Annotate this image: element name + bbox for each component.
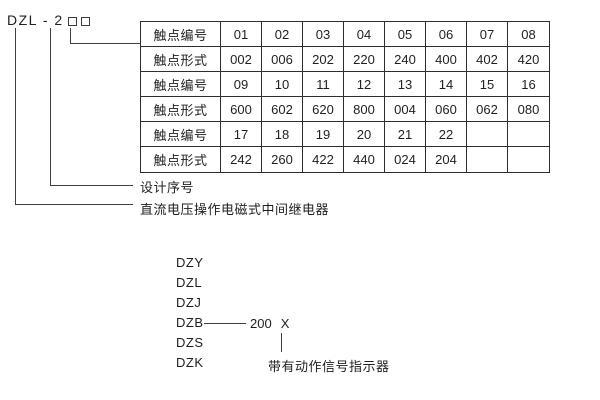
value-cell [508,147,549,172]
value-cell: 202 [303,47,344,72]
value-cell: 21 [385,122,426,147]
model-code: DZL - 2 [7,12,90,28]
value-cell: 620 [303,97,344,122]
value-cell: 11 [303,72,344,97]
value-cell: 04 [344,22,385,47]
value-cell: 420 [508,47,549,72]
placeholder-box-icon [80,16,90,26]
value-cell: 242 [221,147,262,172]
value-cell: 03 [303,22,344,47]
value-cell: 002 [221,47,262,72]
relay-type-label: 直流电压操作电磁式中间继电器 [140,202,330,217]
value-cell: 19 [303,122,344,147]
value-cell: 05 [385,22,426,47]
value-cell: 060 [426,97,467,122]
value-cell: 01 [221,22,262,47]
value-cell [467,147,508,172]
spec-table-row: 触点形式 600 602 620 800 004 060 062 080 [141,97,549,122]
dzb-number: 200 [250,316,272,331]
value-cell: 16 [508,72,549,97]
value-cell: 422 [303,147,344,172]
value-cell: 15 [467,72,508,97]
spec-table-row: 触点形式 002 006 202 220 240 400 402 420 [141,47,549,72]
value-cell: 004 [385,97,426,122]
value-cell: 024 [385,147,426,172]
value-cell: 02 [262,22,303,47]
row-header-cell: 触点形式 [141,147,221,172]
placeholder-box-icon [67,16,77,26]
value-cell: 600 [221,97,262,122]
series-item-dzk: DZK [176,355,204,370]
spec-table-row: 触点编号 09 10 11 12 13 14 15 16 [141,72,549,97]
series-item-dzs: DZS [176,335,204,350]
value-cell: 10 [262,72,303,97]
dzb-variant: X [280,316,290,331]
value-cell: 440 [344,147,385,172]
value-cell: 20 [344,122,385,147]
row-header-cell: 触点形式 [141,97,221,122]
series-item-dzl: DZL [176,275,203,290]
value-cell: 18 [262,122,303,147]
row-header-cell: 触点形式 [141,47,221,72]
spec-table-row: 触点形式 242 260 422 440 024 204 [141,147,549,172]
series-item-dzy: DZY [176,255,204,270]
value-cell: 07 [467,22,508,47]
value-cell: 400 [426,47,467,72]
dzb-suffix: 200 X [250,317,289,330]
value-cell: 220 [344,47,385,72]
model-code-prefix: DZL - 2 [7,12,64,28]
value-cell: 204 [426,147,467,172]
value-cell: 22 [426,122,467,147]
value-cell: 14 [426,72,467,97]
value-cell: 13 [385,72,426,97]
value-cell: 402 [467,47,508,72]
row-header-cell: 触点编号 [141,22,221,47]
variant-connector-line [281,333,282,352]
value-cell: 800 [344,97,385,122]
value-cell: 06 [426,22,467,47]
design-serial-label: 设计序号 [140,180,195,195]
value-cell: 260 [262,147,303,172]
value-cell [508,122,549,147]
series-item-dzj: DZJ [176,295,202,310]
value-cell: 240 [385,47,426,72]
value-cell: 08 [508,22,549,47]
value-cell: 062 [467,97,508,122]
value-cell: 080 [508,97,549,122]
callout-line-design-serial [50,28,133,186]
series-item-dzb: DZB [176,315,204,330]
callout-line-contact-table [70,28,140,44]
value-cell: 006 [262,47,303,72]
value-cell: 12 [344,72,385,97]
row-header-cell: 触点编号 [141,72,221,97]
row-header-cell: 触点编号 [141,122,221,147]
series-list: DZY DZL DZJ DZB DZS DZK [176,253,204,373]
spec-table-row: 触点编号 17 18 19 20 21 22 [141,122,549,147]
value-cell [467,122,508,147]
value-cell: 09 [221,72,262,97]
contact-spec-table: 触点编号 01 02 03 04 05 06 07 08 触点形式 002 006 202 220 240 4… [140,21,550,173]
value-cell: 602 [262,97,303,122]
value-cell: 17 [221,122,262,147]
indicator-note-label: 带有动作信号指示器 [268,359,390,374]
callout-line-relay-type [15,28,133,205]
spec-table-row: 触点编号 01 02 03 04 05 06 07 08 [141,22,549,47]
dzb-connector-line [204,323,246,324]
